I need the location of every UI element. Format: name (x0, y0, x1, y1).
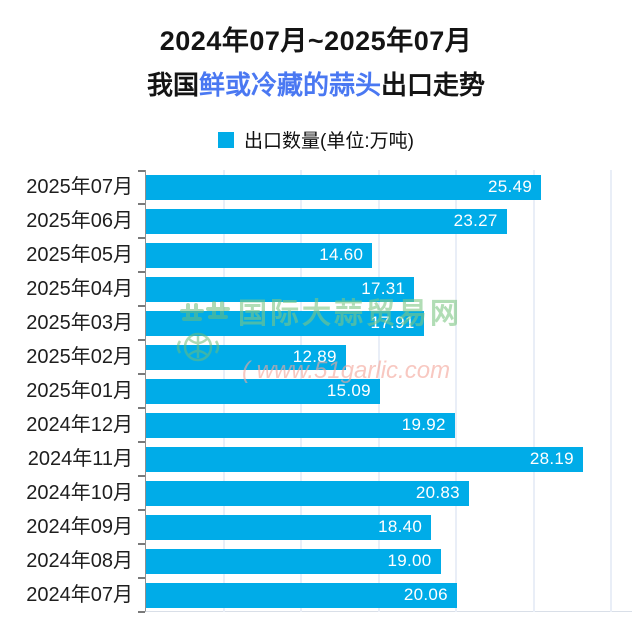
bar-2024年09月[interactable]: 18.40 (146, 514, 432, 540)
chart-title: 2024年07月~2025年07月 我国鲜或冷藏的蒜头出口走势 (0, 0, 632, 101)
bar-chart: 2025年07月 2025年06月 2025年05月 2025年04月 2025年03月… (0, 170, 632, 613)
axis-tick (138, 475, 145, 477)
title-line-2-suffix: 出口走势 (381, 70, 486, 100)
y-axis-label: 2025年04月 (26, 278, 133, 300)
bar-2024年07月[interactable]: 20.06 (146, 582, 457, 608)
bar-2024年12月[interactable]: 19.92 (146, 412, 455, 438)
y-axis-ticks (0, 170, 145, 613)
bar-2024年10月[interactable]: 20.83 (146, 480, 469, 506)
bar-2025年06月[interactable]: 23.27 (146, 208, 507, 234)
chart-row: 19.00 (146, 544, 632, 578)
chart-row: 17.31 (146, 272, 632, 306)
bar-value-label: 17.31 (361, 279, 406, 298)
y-axis-label: 2024年07月 (26, 584, 133, 606)
axis-tick (138, 373, 145, 375)
bar-2024年08月[interactable]: 19.00 (146, 548, 441, 574)
y-axis-labels: 2025年07月 2025年06月 2025年05月 2025年04月 2025年03月… (0, 170, 133, 612)
y-axis-label: 2025年01月 (26, 380, 133, 402)
chart-row: 20.83 (146, 476, 632, 510)
bar-value-label: 15.09 (326, 381, 371, 400)
chart-row: 20.06 (146, 578, 632, 612)
gridline-25 (532, 170, 535, 612)
axis-tick (138, 271, 145, 273)
axis-tick (138, 407, 145, 409)
bar-value-label: 20.06 (403, 585, 448, 604)
axis-tick (138, 170, 145, 172)
legend-swatch-icon (218, 131, 235, 148)
bar-2025年01月[interactable]: 15.09 (146, 378, 380, 404)
y-axis-label: 2025年02月 (26, 346, 133, 368)
legend-label: 出口数量(单位:万吨) (244, 131, 414, 152)
y-axis-label: 2024年09月 (26, 516, 133, 538)
axis-tick (138, 339, 145, 341)
bar-value-label: 19.92 (401, 415, 446, 434)
gridline-20 (455, 170, 457, 612)
chart-row: 15.09 (146, 374, 632, 408)
chart-row: 12.89 (146, 340, 632, 374)
chart-row: 18.40 (146, 510, 632, 544)
bar-value-label: 23.27 (453, 211, 498, 230)
bar-2025年07月[interactable]: 25.49 (146, 174, 542, 200)
bar-value-label: 19.00 (387, 551, 432, 570)
bar-value-label: 18.40 (378, 517, 423, 536)
y-axis-label: 2025年06月 (26, 210, 133, 232)
title-line-2-highlight: 鲜或冷藏的蒜头 (198, 70, 381, 100)
y-axis-label: 2025年03月 (26, 312, 133, 334)
bar-2024年11月[interactable]: 28.19 (146, 446, 583, 472)
y-axis-label: 2024年08月 (26, 550, 133, 572)
chart-row: 17.91 (146, 306, 632, 340)
bar-2025年02月[interactable]: 12.89 (146, 344, 346, 370)
axis-tick (138, 305, 145, 307)
y-axis-label: 2025年07月 (26, 176, 133, 198)
title-line-2: 我国鲜或冷藏的蒜头出口走势 (0, 69, 632, 101)
legend-item-export-volume[interactable]: 出口数量(单位:万吨) (0, 126, 632, 153)
axis-tick (138, 509, 145, 511)
bar-value-label: 17.91 (370, 313, 415, 332)
axis-tick (138, 203, 145, 205)
chart-row: 23.27 (146, 204, 632, 238)
y-axis-label: 2024年11月 (27, 448, 133, 470)
title-line-2-prefix: 我国 (146, 70, 199, 100)
axis-tick (138, 577, 145, 579)
axis-tick (138, 543, 145, 545)
chart-row: 28.19 (146, 442, 632, 476)
bar-2025年05月[interactable]: 14.60 (146, 242, 373, 268)
title-line-1: 2024年07月~2025年07月 (159, 26, 473, 56)
chart-row: 19.92 (146, 408, 632, 442)
bar-value-label: 12.89 (292, 347, 337, 366)
plot-area: 25.49 23.27 14.60 17.31 17.91 12.89 15.09 19.92… (145, 170, 632, 612)
gridline-30 (610, 170, 612, 612)
bar-2025年03月[interactable]: 17.91 (146, 310, 424, 336)
axis-tick (138, 611, 145, 613)
y-axis-label: 2024年12月 (26, 414, 133, 436)
y-axis-label: 2025年05月 (26, 244, 133, 266)
axis-tick (138, 441, 145, 443)
bar-2025年04月[interactable]: 17.31 (146, 276, 415, 302)
bar-value-label: 25.49 (488, 177, 533, 196)
bar-value-label: 20.83 (415, 483, 460, 502)
bar-value-label: 28.19 (529, 449, 574, 468)
chart-row: 25.49 (146, 170, 632, 204)
bar-value-label: 14.60 (319, 245, 364, 264)
axis-tick (138, 237, 145, 239)
chart-row: 14.60 (146, 238, 632, 272)
y-axis-label: 2024年10月 (26, 482, 133, 504)
